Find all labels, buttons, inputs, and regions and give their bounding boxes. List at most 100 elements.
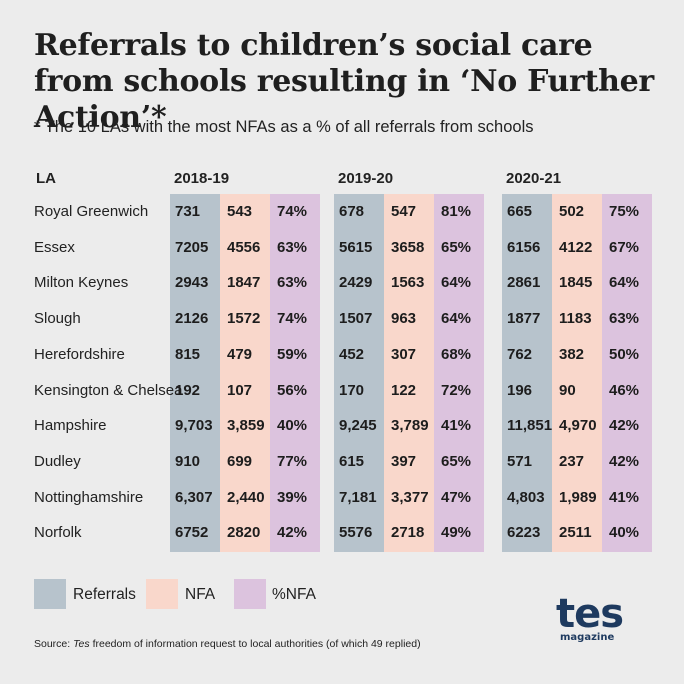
logo-subtitle: magazine xyxy=(560,632,615,643)
chart-subtitle: * The 10 LAs with the most NFAs as a % o… xyxy=(34,118,534,136)
table-cell-pct-nfa: 41% xyxy=(441,417,472,435)
table-cell-referrals: 815 xyxy=(175,345,201,363)
table-cell-nfa: 3,789 xyxy=(391,417,429,435)
table-cell-referrals: 762 xyxy=(507,345,533,363)
logo-wordmark: tes xyxy=(556,591,624,637)
table-cell-nfa: 2,440 xyxy=(227,488,265,506)
table-cell-nfa: 3,377 xyxy=(391,488,429,506)
table-cell-nfa: 2820 xyxy=(227,524,261,542)
table-cell-nfa: 479 xyxy=(227,345,253,363)
table-cell-nfa: 1183 xyxy=(559,310,592,328)
table-cell-referrals: 452 xyxy=(339,345,365,363)
column-band-referrals xyxy=(334,194,384,552)
table-cell-pct-nfa: 40% xyxy=(609,524,640,542)
table-cell-referrals: 5615 xyxy=(339,238,373,256)
source-prefix: Source: xyxy=(34,638,74,650)
source-publication: Tes xyxy=(73,638,90,650)
table-cell-referrals: 1877 xyxy=(507,310,541,328)
la-name: Hampshire xyxy=(34,417,107,435)
la-name: Herefordshire xyxy=(34,345,125,363)
la-name: Nottinghamshire xyxy=(34,488,144,506)
chart-title: Referrals to children’s social care from… xyxy=(34,28,654,135)
table-cell-pct-nfa: 72% xyxy=(441,381,472,399)
table-cell-referrals: 2861 xyxy=(507,274,541,292)
table-cell-pct-nfa: 42% xyxy=(277,524,308,542)
table-cell-nfa: 307 xyxy=(391,345,417,363)
table-cell-pct-nfa: 56% xyxy=(277,381,308,399)
table-cell-pct-nfa: 74% xyxy=(277,310,308,328)
column-band-referrals xyxy=(502,194,552,552)
table-cell-pct-nfa: 64% xyxy=(441,274,472,292)
table-cell-nfa: 543 xyxy=(227,203,253,220)
table-cell-pct-nfa: 47% xyxy=(441,488,472,506)
table-cell-pct-nfa: 46% xyxy=(609,381,640,399)
table-cell-nfa: 122 xyxy=(391,381,417,399)
table-cell-nfa: 502 xyxy=(559,203,585,220)
table-cell-pct-nfa: 49% xyxy=(441,524,472,542)
la-name: Milton Keynes xyxy=(34,274,129,292)
table-cell-nfa: 1572 xyxy=(227,310,261,328)
table-cell-pct-nfa: 39% xyxy=(277,488,308,506)
table-cell-referrals: 731 xyxy=(175,203,201,220)
table-cell-referrals: 910 xyxy=(175,452,201,470)
legend-swatch-pct-nfa xyxy=(234,579,266,609)
legend-swatch-nfa xyxy=(146,579,178,609)
column-band-pct-nfa xyxy=(434,194,484,552)
la-name: Dudley xyxy=(34,452,81,470)
table-cell-pct-nfa: 40% xyxy=(277,417,308,435)
table-cell-nfa: 4556 xyxy=(227,238,261,256)
la-name: Essex xyxy=(34,238,75,256)
table-cell-nfa: 237 xyxy=(559,452,585,470)
table-cell-pct-nfa: 50% xyxy=(609,345,640,363)
table-cell-nfa: 963 xyxy=(391,310,417,328)
table-cell-referrals: 6223 xyxy=(507,524,541,542)
table-cell-referrals: 196 xyxy=(507,381,533,399)
table-cell-pct-nfa: 64% xyxy=(441,310,472,328)
column-band-pct-nfa xyxy=(270,194,320,552)
legend-swatch-referrals xyxy=(34,579,66,609)
table-cell-nfa: 397 xyxy=(391,452,417,470)
table-cell-pct-nfa: 41% xyxy=(609,488,640,506)
la-name: Kensington & Chelsea xyxy=(34,381,183,399)
table-cell-referrals: 7,181 xyxy=(339,488,377,506)
table-cell-nfa: 90 xyxy=(559,381,576,399)
table-cell-referrals: 4,803 xyxy=(507,488,545,506)
table-cell-pct-nfa: 75% xyxy=(609,203,640,220)
source-note: Source: Tes freedom of information reque… xyxy=(34,638,421,650)
column-band-nfa xyxy=(552,194,602,552)
legend-label-nfa: NFA xyxy=(185,586,216,603)
table-cell-referrals: 192 xyxy=(175,381,201,399)
table-cell-nfa: 4,970 xyxy=(559,417,597,435)
table-cell-referrals: 6,307 xyxy=(175,488,213,506)
table-cell-nfa: 3658 xyxy=(391,238,425,256)
table-cell-referrals: 615 xyxy=(339,452,365,470)
legend-label-pct-nfa: %NFA xyxy=(272,586,316,603)
table-cell-pct-nfa: 64% xyxy=(609,274,640,292)
la-name: Royal Greenwich xyxy=(34,203,149,220)
table-cell-referrals: 2126 xyxy=(175,310,209,328)
table-cell-referrals: 6156 xyxy=(507,238,541,256)
table-cell-pct-nfa: 63% xyxy=(277,238,308,256)
table-cell-nfa: 547 xyxy=(391,203,417,220)
table-cell-pct-nfa: 81% xyxy=(441,203,472,220)
table-cell-nfa: 699 xyxy=(227,452,253,470)
table-cell-nfa: 1563 xyxy=(391,274,425,292)
table-cell-referrals: 9,703 xyxy=(175,417,213,435)
column-band-pct-nfa xyxy=(602,194,652,552)
table-cell-nfa: 382 xyxy=(559,345,585,363)
year-header: 2020-21 xyxy=(506,170,562,187)
table-cell-referrals: 678 xyxy=(339,203,365,220)
table-cell-nfa: 4122 xyxy=(559,238,593,256)
table-cell-referrals: 1507 xyxy=(339,310,373,328)
table-cell-referrals: 6752 xyxy=(175,524,209,542)
la-name: Norfolk xyxy=(34,524,82,542)
table-cell-pct-nfa: 63% xyxy=(609,310,640,328)
table-cell-nfa: 2718 xyxy=(391,524,425,542)
table-cell-pct-nfa: 77% xyxy=(277,452,308,470)
table-cell-pct-nfa: 42% xyxy=(609,417,640,435)
table-cell-pct-nfa: 65% xyxy=(441,238,472,256)
table-cell-referrals: 571 xyxy=(507,452,533,470)
table-cell-referrals: 11,851 xyxy=(507,417,553,435)
column-band-nfa xyxy=(384,194,434,552)
column-band-referrals xyxy=(170,194,220,552)
